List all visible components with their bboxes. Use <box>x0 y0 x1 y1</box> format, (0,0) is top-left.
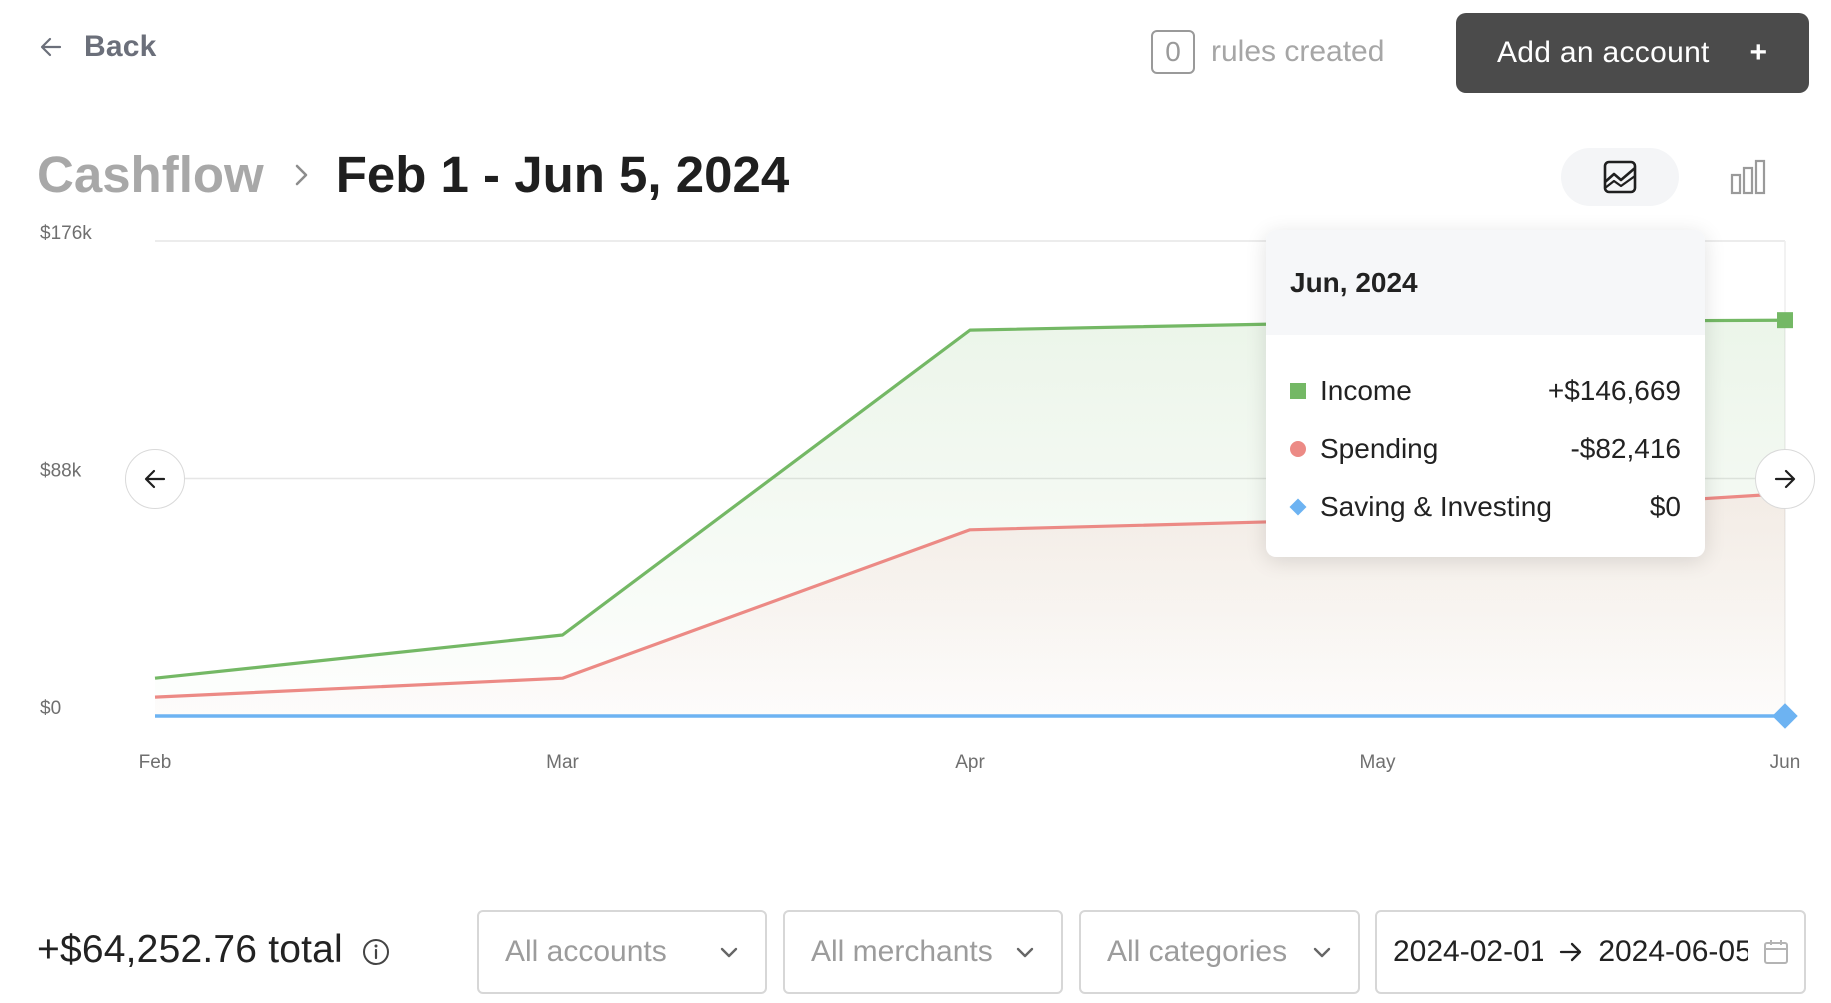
merchants-filter[interactable]: All merchants <box>783 910 1063 994</box>
tooltip-header: Jun, 2024 <box>1266 230 1705 335</box>
x-tick-label: Jun <box>1770 752 1801 773</box>
tooltip-row-label: Income <box>1320 375 1412 406</box>
date-range-picker[interactable]: 2024-02-01 2024-06-05 <box>1375 910 1806 994</box>
tooltip-row-label: Saving & Investing <box>1320 491 1552 522</box>
y-tick-label: $88k <box>40 461 82 482</box>
add-account-label: Add an account <box>1497 36 1710 69</box>
arrow-right-icon <box>1774 469 1796 489</box>
plus-icon: + <box>1749 36 1767 69</box>
tooltip-row-saving: Saving & Investing $0 <box>1289 491 1681 523</box>
chevron-down-icon <box>1313 947 1331 958</box>
rules-label: rules created <box>1211 35 1385 68</box>
accounts-filter[interactable]: All accounts <box>477 910 767 994</box>
bar-chart-toggle[interactable] <box>1723 152 1773 202</box>
back-button[interactable]: Back <box>38 30 157 64</box>
date-end-input[interactable]: 2024-06-05 <box>1598 935 1749 968</box>
info-icon[interactable] <box>361 937 391 967</box>
arrow-right-icon <box>1559 942 1581 962</box>
arrow-left-icon <box>144 469 166 489</box>
categories-filter[interactable]: All categories <box>1079 910 1360 994</box>
y-tick-label: $0 <box>40 698 61 719</box>
x-tick-label: Apr <box>955 752 985 773</box>
date-start-input[interactable]: 2024-02-01 <box>1393 935 1543 968</box>
categories-filter-value: All categories <box>1107 935 1288 968</box>
back-label: Back <box>84 30 157 63</box>
y-tick-label: $176k <box>40 223 92 244</box>
x-tick-label: Mar <box>546 752 579 773</box>
chevron-down-icon <box>720 947 738 958</box>
tooltip-title: Jun, 2024 <box>1290 266 1418 298</box>
accounts-filter-value: All accounts <box>505 935 667 968</box>
merchants-filter-value: All merchants <box>811 935 993 968</box>
bar-chart-icon <box>1730 159 1766 195</box>
x-tick-label: May <box>1360 752 1396 773</box>
line-chart-icon <box>1603 160 1637 194</box>
tooltip-row-label: Spending <box>1320 433 1439 464</box>
spending-swatch <box>1290 441 1306 457</box>
tooltip-row-income: Income +$146,669 <box>1290 375 1681 407</box>
x-tick-label: Feb <box>139 752 172 773</box>
saving-swatch <box>1289 498 1307 516</box>
chart-tooltip: Jun, 2024 Income +$146,669 Spending -$82… <box>1266 230 1705 557</box>
chevron-right-icon <box>295 164 307 185</box>
breadcrumb: Cashflow Feb 1 - Jun 5, 2024 <box>37 145 789 204</box>
tooltip-row-value: +$146,669 <box>1547 375 1681 406</box>
line-chart-toggle[interactable] <box>1561 148 1679 206</box>
add-account-button[interactable]: Add an account + <box>1456 13 1809 93</box>
income-swatch <box>1290 383 1306 399</box>
rules-count-badge: 0 <box>1151 30 1195 74</box>
tooltip-row-spending: Spending -$82,416 <box>1290 433 1681 465</box>
page-title: Feb 1 - Jun 5, 2024 <box>335 146 790 203</box>
tooltip-row-value: $0 <box>1649 491 1681 522</box>
chevron-down-icon <box>1016 947 1034 958</box>
arrow-left-icon <box>40 37 62 57</box>
total-amount: +$64,252.76 total <box>37 928 343 971</box>
total-summary: +$64,252.76 total <box>37 928 391 972</box>
chart-next-button[interactable] <box>1755 449 1815 509</box>
series-marker <box>1777 312 1793 329</box>
tooltip-row-value: -$82,416 <box>1570 433 1681 464</box>
breadcrumb-cashflow[interactable]: Cashflow <box>37 146 264 203</box>
chart-prev-button[interactable] <box>125 449 185 509</box>
rules-created-indicator: 0 rules created <box>1151 30 1384 74</box>
calendar-icon[interactable] <box>1762 938 1790 966</box>
